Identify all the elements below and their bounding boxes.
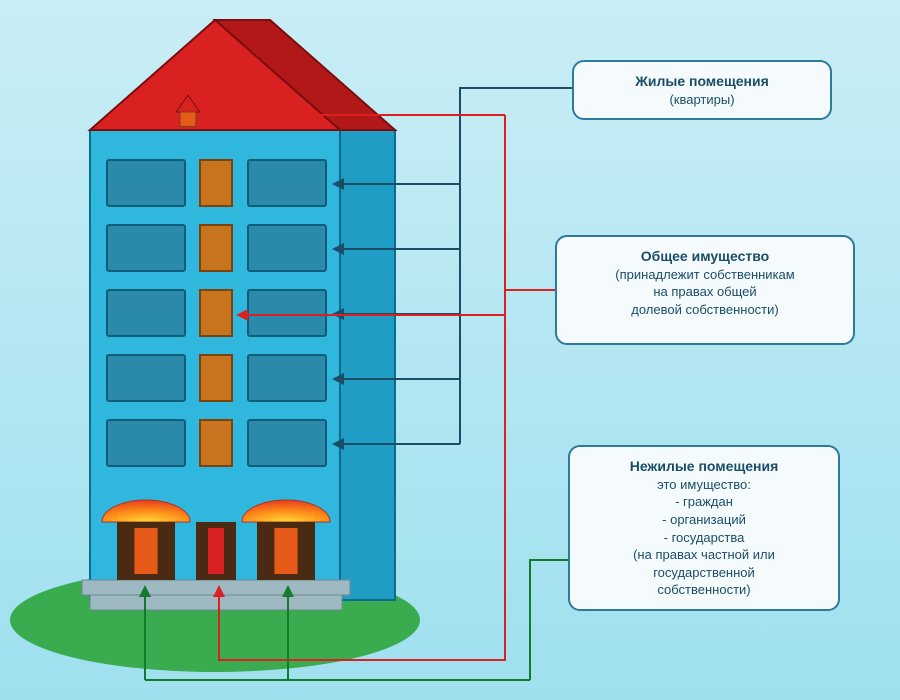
box-line: - государства (584, 529, 824, 547)
box-title: Общее имущество (571, 247, 839, 266)
box-title: Жилые помещения (588, 72, 816, 91)
box-title: Нежилые помещения (584, 457, 824, 476)
info-box-nonresidential: Нежилые помещения это имущество: - гражд… (568, 445, 840, 611)
box-line: - организаций (584, 511, 824, 529)
box-line: это имущество: (584, 476, 824, 494)
diagram-canvas: Жилые помещения (квартиры) Общее имущест… (0, 0, 900, 700)
box-line: государственной (584, 564, 824, 582)
box-line: (принадлежит собственникам (571, 266, 839, 284)
box-line: собственности) (584, 581, 824, 599)
box-sub: (квартиры) (588, 91, 816, 109)
box-line: - граждан (584, 493, 824, 511)
box-line: (на правах частной или (584, 546, 824, 564)
info-box-common: Общее имущество (принадлежит собственник… (555, 235, 855, 345)
box-line: на правах общей (571, 283, 839, 301)
info-box-residential: Жилые помещения (квартиры) (572, 60, 832, 120)
box-line: долевой собственности) (571, 301, 839, 319)
